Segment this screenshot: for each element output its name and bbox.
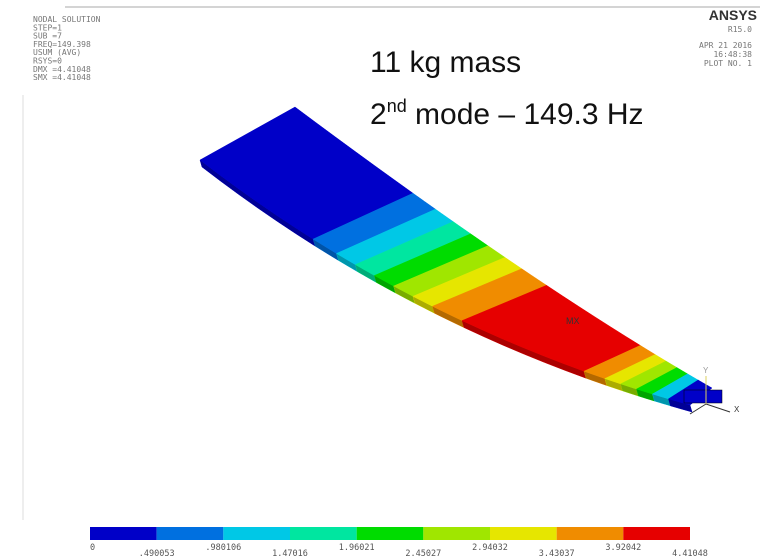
brand-name: ANSYS [709,7,757,23]
legend-label: 3.92042 [605,543,641,553]
legend-band [423,527,490,540]
legend-label: 1.96021 [339,543,375,553]
legend-label: 2.45027 [405,549,441,559]
legend-band [623,527,690,540]
legend-label: 2.94032 [472,543,508,553]
legend-band [357,527,424,540]
legend-band [90,527,157,540]
axis-line [706,404,730,412]
brand-time: 16:48:38 [713,50,752,59]
mode-number: 2 [370,98,387,131]
mode-suffix: nd [387,96,407,116]
legend-label: 4.41048 [672,549,708,559]
legend-label: 1.47016 [272,549,308,559]
legend-label: .980106 [205,543,241,553]
legend-label: .490053 [139,549,175,559]
legend-label: 0 [90,543,95,553]
axis-line [690,404,706,414]
legend-band [290,527,357,540]
support [684,390,722,403]
legend: 0 .490053 .980106 1.47016 1.96021 2.45027 2.94… [90,527,708,559]
brand-plot: PLOT NO. 1 [704,59,752,68]
overlay-subtitle: 2nd mode – 149.3 Hz [370,96,644,131]
brand-release: R15.0 [728,25,752,34]
axis-x-label: X [734,405,740,414]
axis-y-label: Y [703,366,709,375]
screen: NODAL SOLUTIONSTEP=1SUB =7FREQ=149.398US… [0,0,762,559]
legend-band [490,527,557,540]
header-line: SMX =4.41048 [33,73,91,82]
mode-frequency: mode – 149.3 Hz [407,98,644,131]
brand-date: APR 21 2016 [699,41,752,50]
overlay-title: 11 kg mass [370,46,521,79]
legend-band [223,527,290,540]
max-marker: MX [566,316,580,326]
legend-label: 3.43037 [539,549,575,559]
legend-band [157,527,224,540]
beam [200,107,722,412]
legend-band [557,527,624,540]
